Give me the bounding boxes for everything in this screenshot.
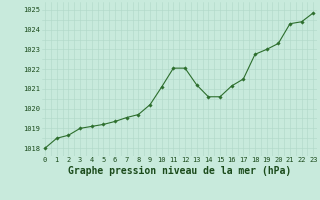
X-axis label: Graphe pression niveau de la mer (hPa): Graphe pression niveau de la mer (hPa) [68,166,291,176]
